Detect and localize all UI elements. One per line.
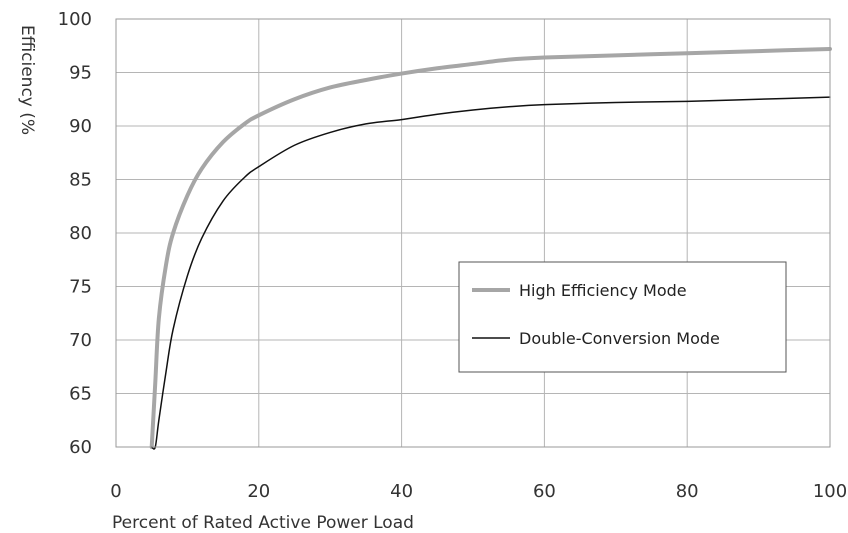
y-axis-title: Efficiency (% [17,25,37,135]
x-tick-labels: 0 20 40 60 80 100 [110,481,847,502]
legend-label-double-conversion: Double-Conversion Mode [519,329,720,348]
x-tick-label: 20 [247,481,270,502]
x-tick-label: 100 [813,481,847,502]
x-tick-label: 80 [676,481,699,502]
y-tick-label: 70 [69,330,92,351]
y-tick-label: 75 [69,277,92,298]
x-tick-label: 60 [533,481,556,502]
x-tick-label: 40 [390,481,413,502]
series-line-1 [150,96,831,450]
legend: High Efficiency Mode Double-Conversion M… [458,261,787,373]
series-line-0 [149,46,832,449]
legend-box [458,261,787,373]
y-tick-label: 80 [69,223,92,244]
y-tick-label: 60 [69,437,92,458]
legend-label-high-efficiency: High Efficiency Mode [519,281,687,300]
y-tick-label: 65 [69,384,92,405]
x-axis-title: Percent of Rated Active Power Load [112,513,414,533]
plot-frame [115,18,831,448]
y-tick-label: 90 [69,116,92,137]
y-tick-labels: 60 65 70 75 80 85 90 95 100 [58,9,92,458]
y-tick-label: 100 [58,9,92,30]
series-lines [149,46,832,450]
y-tick-label: 95 [69,63,92,84]
y-tick-label: 85 [69,170,92,191]
x-tick-label: 0 [110,481,121,502]
